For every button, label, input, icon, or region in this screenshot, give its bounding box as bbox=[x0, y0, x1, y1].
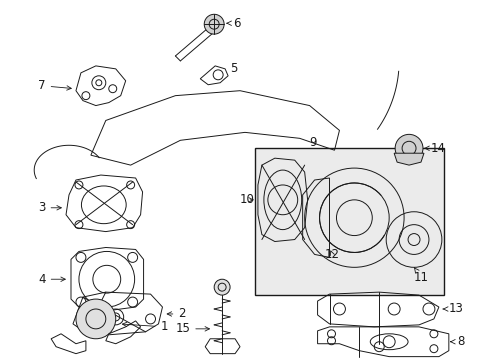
Text: 8: 8 bbox=[450, 335, 463, 348]
Text: 6: 6 bbox=[226, 17, 240, 30]
Text: 4: 4 bbox=[38, 273, 65, 286]
Circle shape bbox=[214, 279, 230, 295]
Text: 5: 5 bbox=[230, 62, 237, 75]
Circle shape bbox=[204, 14, 224, 34]
Text: 1: 1 bbox=[122, 320, 168, 333]
Text: 15: 15 bbox=[175, 322, 209, 336]
Bar bbox=[254, 148, 443, 295]
Text: 2: 2 bbox=[167, 307, 185, 320]
Text: 14: 14 bbox=[424, 142, 445, 155]
Polygon shape bbox=[393, 153, 423, 165]
Text: 12: 12 bbox=[324, 248, 339, 261]
Circle shape bbox=[394, 134, 422, 162]
Text: 10: 10 bbox=[240, 193, 254, 206]
Text: 9: 9 bbox=[309, 136, 317, 149]
Text: 3: 3 bbox=[38, 201, 61, 214]
Text: 11: 11 bbox=[413, 268, 428, 284]
Circle shape bbox=[76, 299, 116, 339]
Text: 7: 7 bbox=[38, 79, 71, 92]
Text: 13: 13 bbox=[442, 302, 463, 315]
